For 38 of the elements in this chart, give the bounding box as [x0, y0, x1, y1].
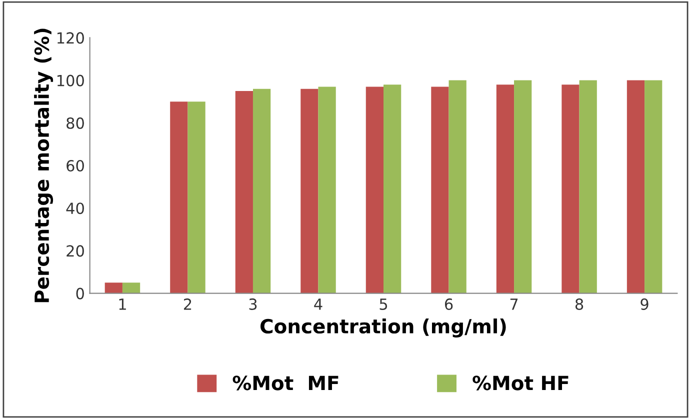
- y-axis-title: Percentage mortality (%): [34, 28, 54, 302]
- legend-label: %Mot MF: [232, 376, 338, 390]
- x-tick-label: 4: [314, 298, 322, 310]
- bar: [300, 88, 318, 294]
- x-tick-label: 9: [640, 298, 648, 310]
- bar: [384, 84, 402, 294]
- bar: [626, 80, 645, 294]
- bar: [496, 84, 514, 294]
- bar: [318, 86, 336, 294]
- y-tick-label: 0: [76, 288, 84, 300]
- bar: [562, 84, 580, 294]
- bar: [252, 88, 271, 294]
- x-tick-label: 8: [575, 298, 584, 310]
- x-tick-label: 3: [249, 298, 257, 310]
- x-axis-title: Concentration (mg/ml): [260, 318, 506, 338]
- x-tick-label: 7: [510, 298, 518, 310]
- x-tick-label: 2: [184, 298, 192, 310]
- legend-label: %Mot HF: [472, 376, 568, 390]
- x-tick-label: 1: [119, 298, 126, 310]
- x-tick-label: 5: [380, 298, 388, 310]
- bar: [122, 282, 140, 294]
- y-tick-label: 80: [66, 117, 84, 129]
- y-tick-label: 40: [66, 202, 84, 214]
- bar: [644, 80, 662, 294]
- bar: [170, 102, 188, 294]
- bar: [448, 80, 466, 294]
- bar: [104, 282, 122, 294]
- y-tick-label: 120: [57, 32, 84, 44]
- bar: [235, 90, 253, 294]
- bar: [431, 86, 449, 294]
- y-tick-label: 100: [57, 74, 84, 86]
- bar: [579, 80, 597, 294]
- bar: [366, 86, 384, 294]
- x-tick-label: 6: [444, 298, 453, 310]
- bar: [188, 102, 206, 294]
- y-tick-label: 60: [66, 160, 84, 172]
- y-tick-label: 20: [66, 245, 84, 257]
- bar: [514, 80, 532, 294]
